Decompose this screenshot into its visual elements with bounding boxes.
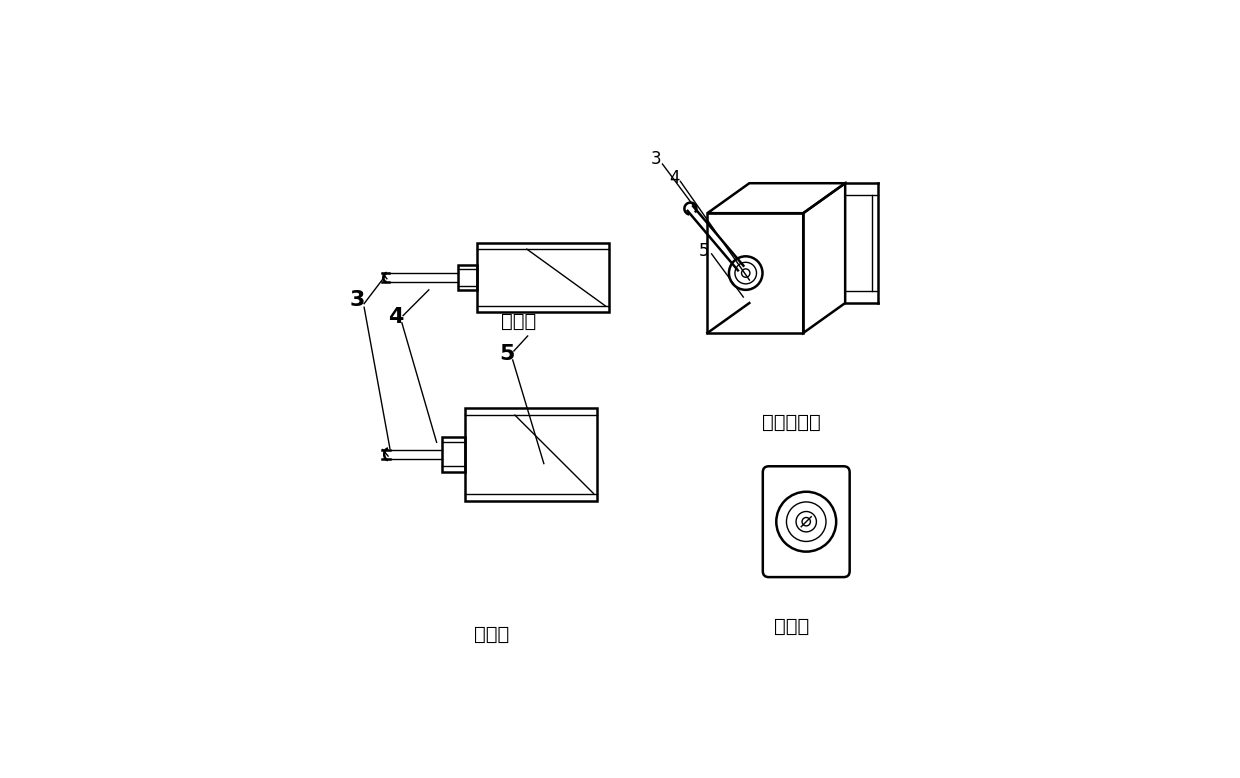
- Text: 3: 3: [651, 150, 662, 168]
- Text: 5: 5: [699, 242, 709, 260]
- Text: 4: 4: [388, 307, 403, 327]
- Text: 左视图: 左视图: [774, 617, 808, 636]
- Text: 等轴测视图: 等轴测视图: [761, 413, 821, 433]
- Text: 仰视图: 仰视图: [501, 311, 537, 331]
- Text: 5: 5: [498, 344, 515, 364]
- Text: 4: 4: [670, 170, 680, 187]
- Text: 正视图: 正视图: [474, 625, 510, 644]
- Text: 3: 3: [350, 290, 365, 310]
